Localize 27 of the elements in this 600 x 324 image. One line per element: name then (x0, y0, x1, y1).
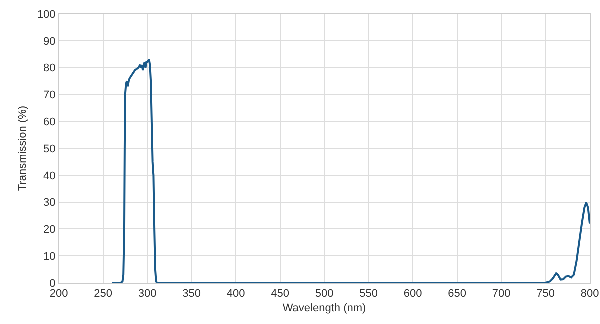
y-tick-label: 0 (50, 278, 56, 290)
x-tick-label: 700 (492, 288, 511, 300)
x-tick-label: 650 (448, 288, 466, 300)
line-series (111, 58, 590, 283)
x-tick-label: 800 (580, 288, 600, 300)
y-tick-label: 80 (44, 62, 56, 75)
x-tick-label: 450 (271, 288, 290, 300)
x-tick-label: 350 (182, 288, 201, 300)
y-tick-label: 20 (44, 224, 56, 236)
y-tick-label: 90 (44, 36, 56, 48)
x-tick-label: 600 (404, 288, 422, 300)
y-tick-label: 100 (37, 8, 56, 21)
y-tick-label: 40 (44, 170, 56, 182)
y-tick-label: 50 (44, 143, 56, 156)
x-axis-title: Wavelength (nm) (282, 302, 366, 314)
y-tick-label: 10 (44, 250, 56, 263)
x-tick-label: 750 (536, 288, 555, 300)
x-tick-label: 200 (50, 288, 68, 300)
x-tick-label: 250 (94, 288, 112, 300)
y-tick-label: 30 (44, 197, 56, 210)
x-tick-label: 500 (315, 288, 334, 300)
x-tick-label: 400 (226, 288, 246, 300)
y-axis-title: Transmission (%) (17, 106, 30, 192)
x-tick-label: 550 (360, 288, 378, 300)
x-tick-label: 300 (138, 288, 157, 300)
y-tick-label: 70 (44, 90, 56, 102)
y-tick-label: 60 (44, 116, 56, 128)
